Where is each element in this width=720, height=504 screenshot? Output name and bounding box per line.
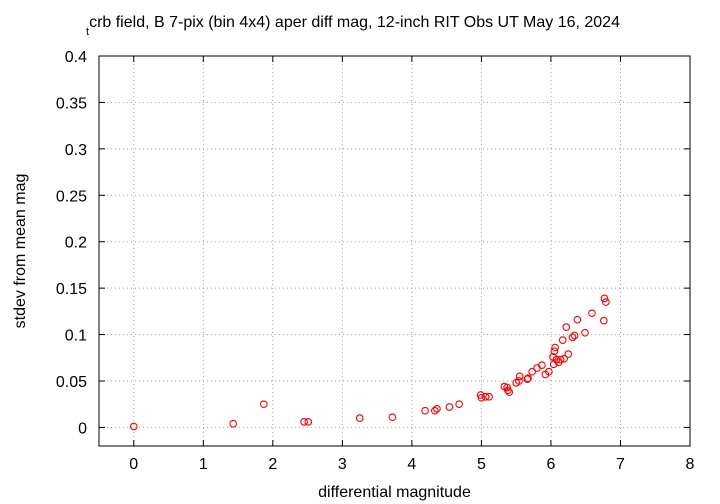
y-tick-label: 0.15 <box>56 281 87 298</box>
data-point <box>560 354 569 363</box>
data-point <box>430 406 439 415</box>
plot-frame <box>98 55 691 447</box>
chart-title-prefix: t <box>86 26 89 38</box>
x-tick-label: 8 <box>686 456 695 473</box>
x-tick-label: 0 <box>129 456 138 473</box>
x-tick-label: 4 <box>407 456 416 473</box>
data-point <box>300 418 308 426</box>
y-tick-label: 0.05 <box>56 374 87 391</box>
data-point <box>562 323 571 331</box>
data-point <box>523 375 532 383</box>
data-point <box>129 422 138 431</box>
data-point <box>421 406 429 415</box>
x-tick-label: 6 <box>546 456 555 473</box>
data-point <box>355 414 364 422</box>
y-tick-label: 0.35 <box>56 95 87 112</box>
y-tick-label: 0.2 <box>65 235 87 252</box>
x-tick-label: 2 <box>268 456 277 473</box>
data-point <box>602 298 610 306</box>
data-point <box>568 333 577 342</box>
data-point <box>304 418 313 426</box>
data-point <box>556 355 565 364</box>
data-point <box>558 336 567 344</box>
y-tick-label: 0.3 <box>65 142 87 159</box>
data-point <box>505 388 514 396</box>
data-point <box>481 392 490 401</box>
data-point <box>564 350 573 358</box>
axis-ticks: 0 1 2 3 4 5 6 7 8 0 0.05 0.1 0.15 0.2 0.25 0.3 0.35 0.4 <box>56 49 695 473</box>
x-tick-label: 3 <box>338 456 347 473</box>
data-point <box>388 413 397 422</box>
data-point <box>515 377 523 385</box>
y-tick-label: 0.25 <box>56 188 87 205</box>
y-axis-label: stdev from mean mag <box>12 174 29 329</box>
chart-title: tcrb field, B 7-pix (bin 4x4) aper diff … <box>86 14 620 38</box>
data-point <box>528 367 537 376</box>
data-point <box>503 386 512 395</box>
grid <box>99 56 690 446</box>
data-point <box>538 361 546 370</box>
x-tick-label: 5 <box>477 456 486 473</box>
data-point <box>550 347 559 356</box>
data-point <box>599 316 608 325</box>
data-point <box>259 400 268 409</box>
x-axis-label: differential magnitude <box>318 484 471 501</box>
data-point <box>455 400 464 409</box>
data-point <box>229 419 238 428</box>
data-point <box>588 309 596 318</box>
data-point <box>573 315 582 324</box>
data-points <box>129 294 610 431</box>
y-tick-label: 0 <box>78 420 87 437</box>
data-point <box>515 372 524 381</box>
data-point <box>445 403 454 411</box>
y-tick-label: 0.4 <box>65 49 87 66</box>
chart-title-text: crb field, B 7-pix (bin 4x4) aper diff m… <box>89 14 620 31</box>
x-tick-label: 7 <box>616 456 625 473</box>
data-point <box>485 392 493 401</box>
data-point <box>581 328 589 337</box>
data-point <box>433 405 441 413</box>
data-point <box>477 393 486 402</box>
y-tick-label: 0.1 <box>65 328 87 345</box>
data-point <box>524 374 532 383</box>
data-point <box>551 343 559 352</box>
data-point <box>570 331 579 340</box>
x-tick-label: 1 <box>199 456 208 473</box>
data-point <box>600 294 609 303</box>
data-point <box>545 367 553 376</box>
